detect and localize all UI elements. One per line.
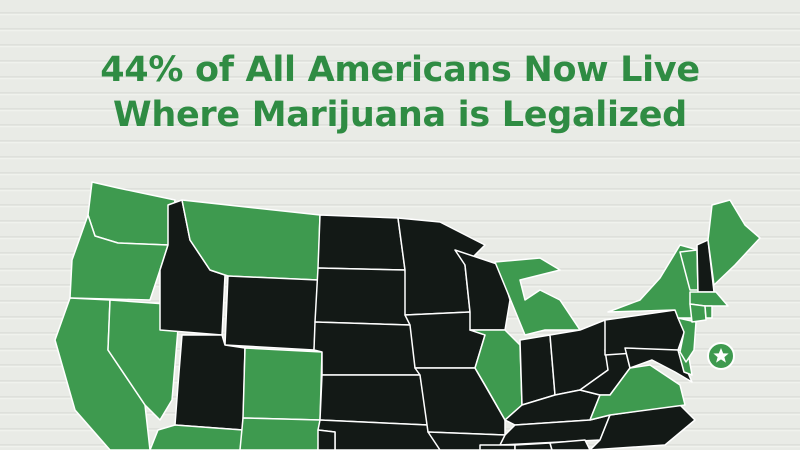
headline-line-2: Where Marijuana is Legalized [113, 95, 687, 135]
dc-marker [707, 342, 735, 370]
state-al [514, 442, 553, 450]
state-ok [317, 419, 441, 450]
state-tx [317, 429, 336, 450]
star-icon [713, 348, 729, 363]
state-pa [604, 309, 686, 356]
state-nd [317, 214, 406, 271]
state-sd [314, 267, 411, 326]
state-me [707, 199, 761, 286]
state-wy [224, 275, 319, 351]
state-in [519, 334, 556, 406]
state-ga [549, 439, 591, 450]
state-mi [494, 257, 581, 336]
state-ri [704, 305, 713, 319]
state-ms [479, 444, 516, 450]
headline: 44% of All Americans Now Live Where Mari… [0, 48, 800, 138]
headline-line-1: 44% of All Americans Now Live [100, 50, 700, 90]
state-ks [319, 374, 429, 426]
state-va [589, 364, 686, 421]
state-wa [87, 181, 176, 246]
state-ct [689, 303, 707, 323]
state-co [242, 347, 323, 421]
state-ne [313, 321, 421, 376]
state-nm [239, 417, 321, 450]
state-ma [689, 291, 729, 307]
states-layer [54, 181, 761, 450]
state-az [149, 424, 244, 450]
state-ut [174, 334, 246, 431]
